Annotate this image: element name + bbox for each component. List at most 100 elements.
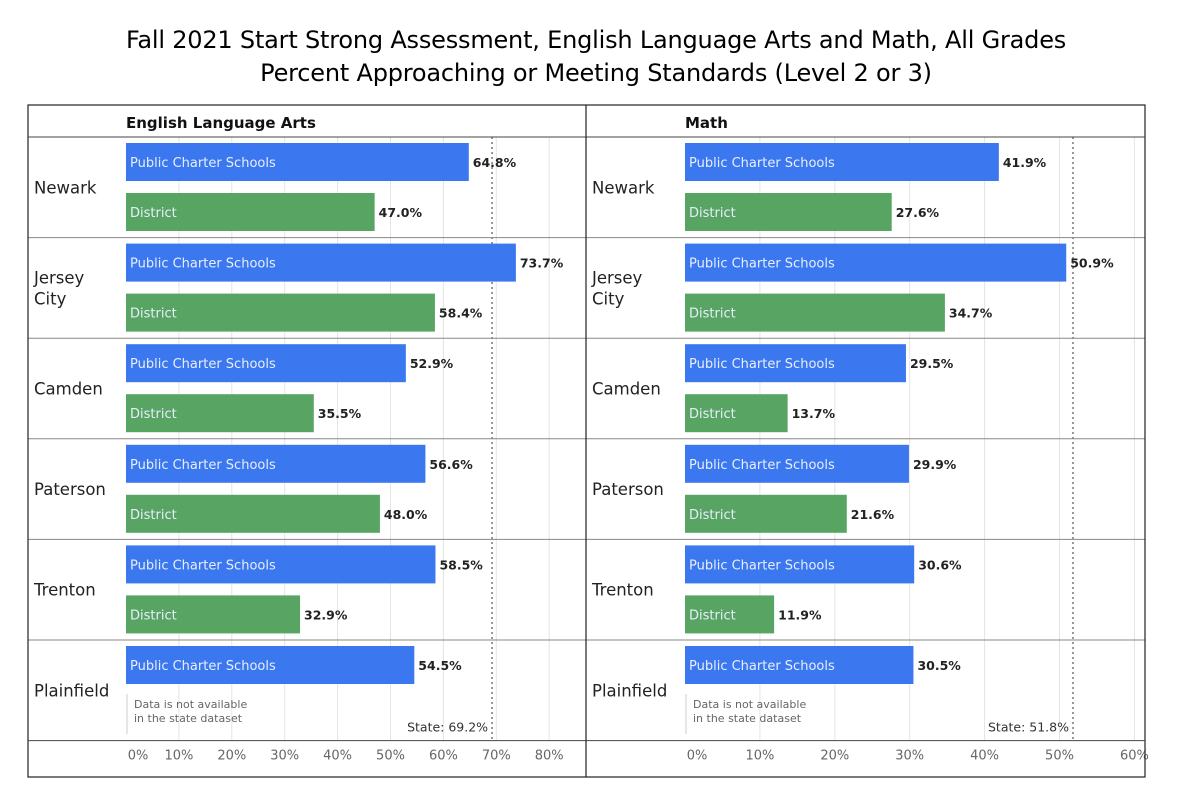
- bar-series-label: Public Charter Schools: [689, 558, 835, 573]
- bar-district: [126, 394, 314, 433]
- bar-charter: [685, 646, 914, 684]
- bar-series-label: District: [689, 307, 736, 322]
- bar-district: [685, 394, 788, 433]
- panel-title: English Language Arts: [126, 114, 316, 132]
- x-tick-label: 10%: [745, 749, 774, 764]
- bar-value-label: 30.6%: [918, 557, 962, 572]
- bar-charter: [126, 646, 415, 684]
- category-label: Trenton: [33, 581, 96, 600]
- bar-charter: [685, 243, 1067, 282]
- bar-series-label: Public Charter Schools: [130, 659, 276, 674]
- bar-value-label: 50.9%: [1070, 256, 1114, 271]
- bar-series-label: Public Charter Schools: [130, 156, 276, 171]
- bar-value-label: 58.4%: [439, 306, 483, 321]
- x-tick-label: 0%: [128, 749, 149, 764]
- bar-charter: [685, 545, 915, 584]
- bar-district: [685, 595, 775, 634]
- bar-value-label: 48.0%: [384, 507, 428, 522]
- x-tick-label: 0%: [687, 749, 708, 764]
- bar-charter: [126, 344, 406, 383]
- bar-district: [685, 494, 847, 533]
- x-tick-label: 40%: [970, 749, 999, 764]
- bar-series-label: Public Charter Schools: [130, 558, 276, 573]
- bar-value-label: 29.5%: [910, 356, 954, 371]
- x-tick-label: 10%: [164, 749, 193, 764]
- bar-value-label: 73.7%: [520, 256, 564, 271]
- bar-district: [126, 494, 380, 533]
- bar-charter: [126, 444, 426, 483]
- x-tick-label: 50%: [376, 749, 405, 764]
- x-tick-label: 40%: [323, 749, 352, 764]
- bar-district: [685, 293, 945, 332]
- x-tick-label: 20%: [217, 749, 246, 764]
- bar-series-label: Public Charter Schools: [689, 156, 835, 171]
- bar-series-label: District: [130, 608, 177, 623]
- category-label: Plainfield: [34, 681, 109, 700]
- bar-value-label: 47.0%: [379, 205, 423, 220]
- bar-value-label: 52.9%: [410, 356, 454, 371]
- bar-series-label: Public Charter Schools: [130, 357, 276, 372]
- bar-district: [126, 595, 301, 634]
- bar-series-label: Public Charter Schools: [689, 357, 835, 372]
- bar-series-label: Public Charter Schools: [130, 458, 276, 473]
- chart-subtitle: Percent Approaching or Meeting Standards…: [260, 59, 932, 87]
- category-label: City: [34, 289, 67, 308]
- category-label: Camden: [34, 380, 103, 399]
- bar-series-label: District: [130, 307, 177, 322]
- category-label: Jersey: [33, 268, 85, 287]
- bar-series-label: Public Charter Schools: [689, 257, 835, 272]
- missing-data-note: in the state dataset: [693, 712, 802, 725]
- bar-series-label: District: [689, 206, 736, 221]
- bar-value-label: 32.9%: [304, 607, 348, 622]
- bar-value-label: 35.5%: [318, 406, 362, 421]
- missing-data-note: Data is not available: [693, 698, 806, 711]
- bar-value-label: 54.5%: [418, 658, 462, 673]
- bar-charter: [126, 143, 469, 181]
- category-label: City: [592, 289, 625, 308]
- bar-value-label: 13.7%: [792, 406, 836, 421]
- bar-district: [685, 193, 892, 231]
- bar-series-label: District: [689, 407, 736, 422]
- bar-series-label: Public Charter Schools: [689, 458, 835, 473]
- x-tick-label: 70%: [482, 749, 511, 764]
- category-label: Newark: [34, 178, 97, 197]
- bar-series-label: District: [130, 407, 177, 422]
- bar-value-label: 11.9%: [778, 607, 822, 622]
- bar-value-label: 64.8%: [473, 155, 517, 170]
- category-label: Newark: [592, 178, 655, 197]
- x-tick-label: 80%: [535, 749, 564, 764]
- bar-value-label: 27.6%: [896, 205, 940, 220]
- category-label: Paterson: [34, 480, 106, 499]
- category-label: Camden: [592, 380, 661, 399]
- bar-district: [126, 293, 435, 332]
- category-label: Trenton: [591, 581, 654, 600]
- bar-value-label: 58.5%: [439, 557, 483, 572]
- x-tick-label: 60%: [1120, 749, 1149, 764]
- bar-value-label: 29.9%: [913, 457, 957, 472]
- bar-charter: [126, 545, 436, 584]
- category-label: Jersey: [591, 268, 643, 287]
- bar-charter: [126, 243, 516, 282]
- bar-charter: [685, 143, 999, 181]
- bar-series-label: District: [130, 508, 177, 523]
- panel-title: Math: [685, 114, 728, 132]
- bar-value-label: 41.9%: [1003, 155, 1047, 170]
- bar-district: [126, 193, 375, 231]
- x-tick-label: 20%: [820, 749, 849, 764]
- bar-value-label: 56.6%: [429, 457, 473, 472]
- bar-value-label: 21.6%: [851, 507, 895, 522]
- category-label: Plainfield: [592, 681, 667, 700]
- bar-series-label: District: [130, 206, 177, 221]
- x-tick-label: 30%: [270, 749, 299, 764]
- state-reference-label: State: 69.2%: [407, 720, 488, 735]
- category-label: Paterson: [592, 480, 664, 499]
- bar-charter: [685, 444, 909, 483]
- state-reference-label: State: 51.8%: [988, 720, 1069, 735]
- bar-value-label: 30.5%: [917, 658, 961, 673]
- bar-series-label: District: [689, 508, 736, 523]
- missing-data-note: in the state dataset: [134, 712, 243, 725]
- chart-title: Fall 2021 Start Strong Assessment, Engli…: [125, 26, 1067, 54]
- x-tick-label: 30%: [895, 749, 924, 764]
- missing-data-note: Data is not available: [134, 698, 247, 711]
